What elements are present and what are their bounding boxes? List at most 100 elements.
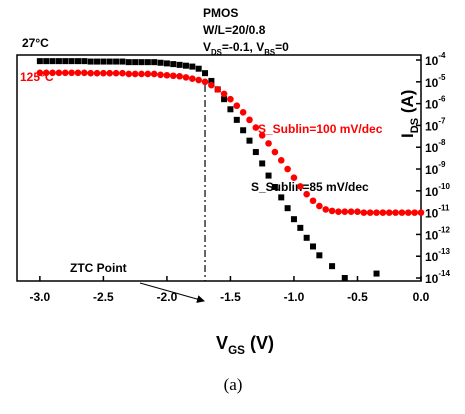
y-tick-exponent: -11 [438, 204, 450, 213]
point [42, 69, 50, 77]
point [195, 65, 202, 72]
x-tick-label: -2.5 [93, 290, 114, 304]
point [271, 148, 279, 156]
y-tick-exponent: -12 [438, 226, 450, 235]
point [373, 209, 380, 216]
point [278, 194, 285, 201]
y-tick-label: 10-12 [425, 226, 450, 243]
point [208, 81, 215, 89]
y-axis-title-part: DS [409, 118, 421, 133]
point [392, 209, 399, 216]
point [87, 58, 94, 65]
y-tick-exponent: -9 [438, 160, 446, 169]
point [163, 71, 171, 79]
point [297, 183, 304, 190]
y-axis-title: IDS (A) [398, 90, 420, 138]
point [100, 69, 107, 77]
y-tick-base: 10 [425, 185, 439, 199]
point [379, 209, 387, 216]
point [144, 70, 152, 78]
point [385, 209, 393, 216]
point [169, 72, 177, 80]
size-label: W/L=20/0.8 [203, 23, 266, 37]
point [259, 160, 266, 167]
point [49, 58, 56, 65]
point [81, 69, 88, 77]
point [214, 86, 222, 93]
point [417, 209, 425, 216]
slope-hot: S_Sublin=100 mV/dec [258, 122, 383, 136]
point [55, 58, 62, 65]
y-tick-base: 10 [425, 141, 439, 155]
point [290, 174, 298, 181]
caption: (a) [224, 375, 243, 394]
y-axis-title-part: I [398, 133, 417, 138]
y-tick-base: 10 [425, 120, 439, 134]
point [202, 70, 209, 77]
bias-label: VDS=-0.1, VBS=0 [203, 40, 289, 56]
point [347, 208, 355, 216]
point [61, 69, 69, 77]
device-label: PMOS [203, 6, 238, 20]
x-tick-label: -3.0 [30, 290, 51, 304]
point [373, 270, 380, 277]
point [303, 190, 310, 198]
point [354, 208, 361, 216]
point [55, 69, 63, 77]
y-tick-label: 10-7 [425, 117, 446, 134]
x-tick-label: 0.0 [413, 290, 430, 304]
point [297, 224, 304, 231]
point [284, 205, 291, 212]
point [189, 75, 196, 82]
y-tick-label: 10-9 [425, 160, 446, 177]
ztc-label: ZTC Point [70, 261, 127, 275]
y-tick-base: 10 [425, 229, 439, 243]
y-tick-label: 10-5 [425, 73, 446, 90]
y-tick-base: 10 [425, 98, 439, 112]
point [220, 90, 228, 98]
y-tick-base: 10 [425, 76, 439, 90]
point [94, 58, 101, 65]
point [366, 209, 374, 216]
point [74, 58, 81, 65]
y-tick-exponent: -14 [438, 269, 450, 278]
point [182, 74, 190, 81]
point [309, 197, 317, 205]
y-tick-base: 10 [425, 54, 439, 68]
point [271, 183, 278, 190]
y-tick-exponent: -4 [438, 51, 446, 60]
x-tick-label: -0.5 [347, 290, 368, 304]
point [233, 116, 240, 123]
point [258, 132, 266, 139]
y-tick-exponent: -5 [438, 73, 446, 82]
point [310, 243, 317, 250]
y-tick-exponent: -6 [438, 95, 446, 104]
point [341, 208, 349, 216]
series-label: 27°C [22, 36, 49, 50]
point [157, 71, 164, 79]
y-tick-label: 10-8 [425, 138, 446, 155]
point [150, 70, 158, 78]
point [112, 69, 120, 77]
y-tick-base: 10 [425, 207, 439, 221]
point [265, 140, 272, 147]
point [303, 234, 310, 241]
point [208, 77, 215, 84]
point [125, 70, 133, 78]
point [233, 102, 241, 110]
point [328, 207, 336, 215]
point [290, 216, 297, 223]
point [74, 69, 82, 77]
point [81, 58, 88, 65]
y-tick-label: 10-10 [425, 182, 450, 199]
point [284, 165, 291, 173]
point [341, 275, 348, 282]
point [68, 69, 75, 77]
point [106, 69, 114, 77]
point [68, 58, 75, 65]
y-tick-label: 10-6 [425, 95, 446, 112]
point [176, 61, 183, 68]
point [144, 59, 151, 66]
x-tick-label: -1.0 [284, 290, 305, 304]
point [227, 95, 234, 103]
